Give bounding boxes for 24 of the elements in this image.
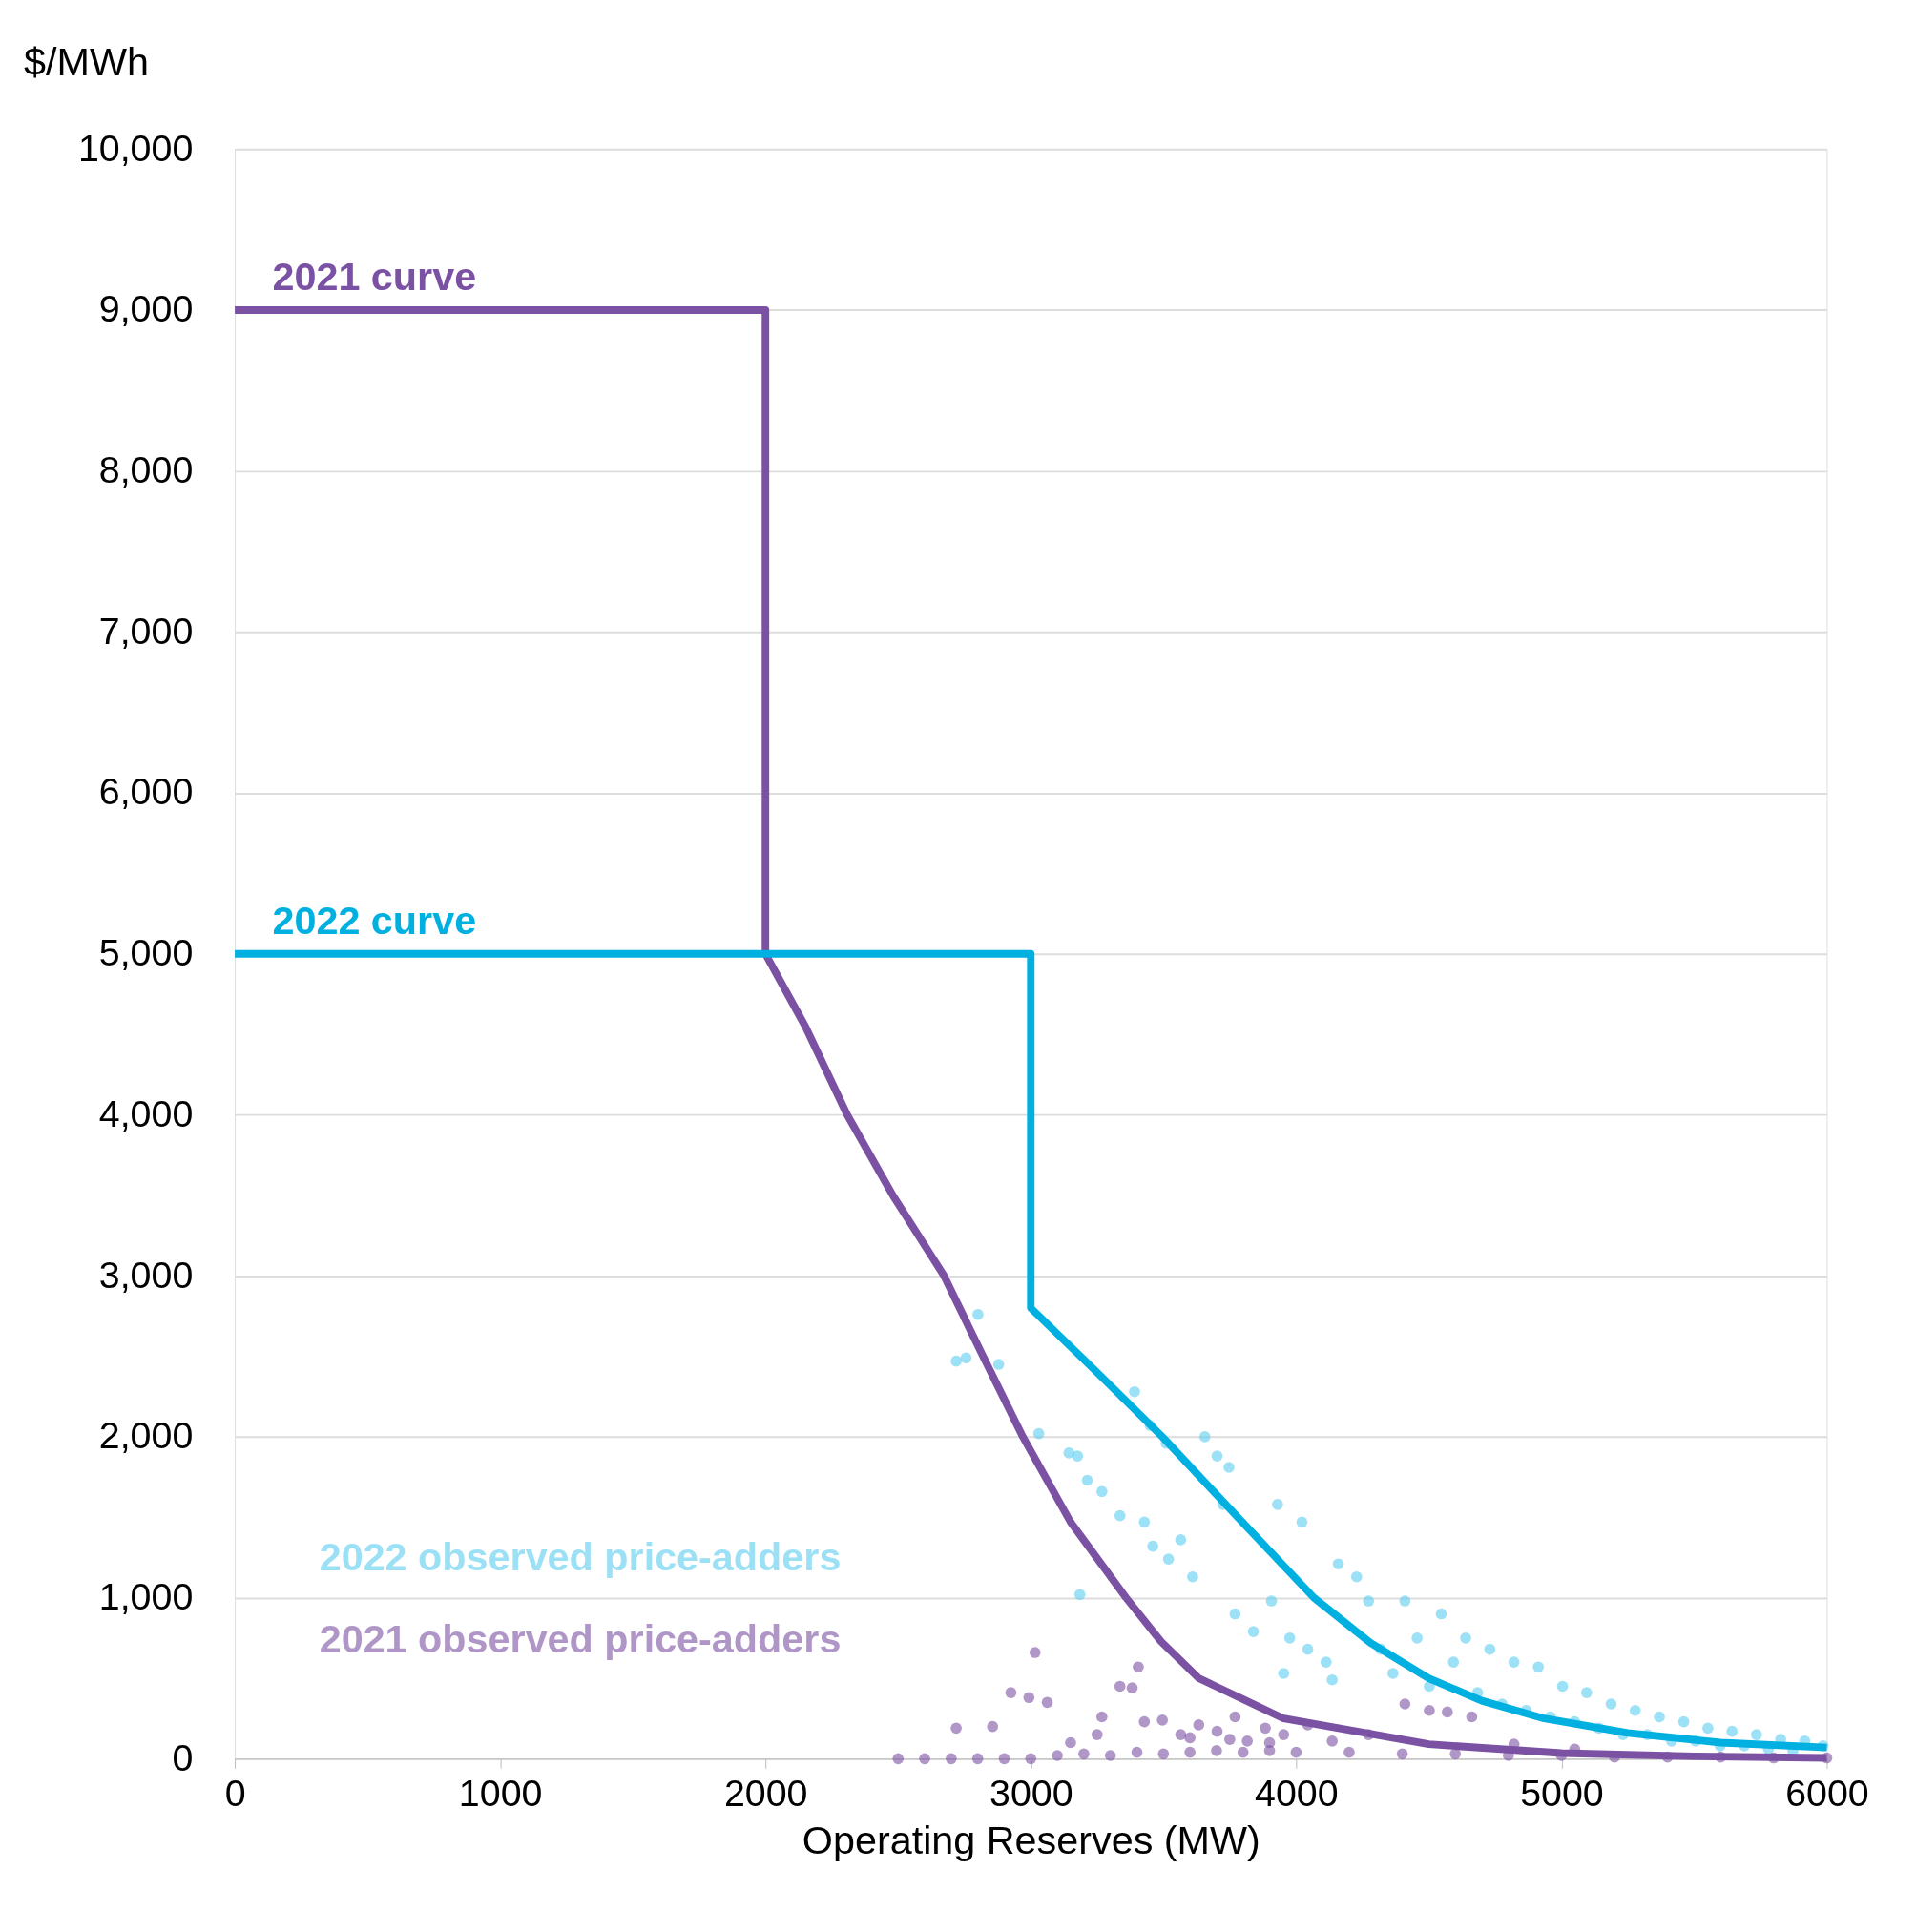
- x-tick-label: 5000: [1520, 1772, 1604, 1815]
- text: 2021 observed price-adders: [319, 1617, 842, 1662]
- series-label: 2021 curve: [272, 255, 477, 300]
- y-tick-label: 4,000: [98, 1091, 194, 1134]
- y-tick-label: 0: [172, 1735, 194, 1778]
- y-tick-label: 9,000: [98, 287, 194, 330]
- y-axis-title: $/MWh: [24, 39, 149, 84]
- y-tick-label: 3,000: [98, 1253, 194, 1296]
- y-tick-label: 1,000: [98, 1574, 194, 1617]
- y-tick-label: 8,000: [98, 447, 194, 490]
- x-tick-label: 1000: [458, 1772, 543, 1815]
- text: 2022 observed price-adders: [319, 1534, 842, 1579]
- x-tick-label: 4000: [1255, 1772, 1339, 1815]
- y-tick-label: 2,000: [98, 1414, 194, 1457]
- y-tick-label: 6,000: [98, 770, 194, 813]
- x-tick-label: 3000: [989, 1772, 1073, 1815]
- x-axis-title: Operating Reserves (MW): [802, 1818, 1260, 1863]
- x-tick-label: 6000: [1785, 1772, 1869, 1815]
- y-tick-label: 5,000: [98, 931, 194, 974]
- y-tick-label: 10,000: [77, 126, 194, 169]
- y-tick-label: 7,000: [98, 609, 194, 652]
- series-label: 2022 curve: [272, 899, 477, 944]
- x-tick-label: 2000: [723, 1772, 808, 1815]
- x-tick-label: 0: [224, 1772, 246, 1815]
